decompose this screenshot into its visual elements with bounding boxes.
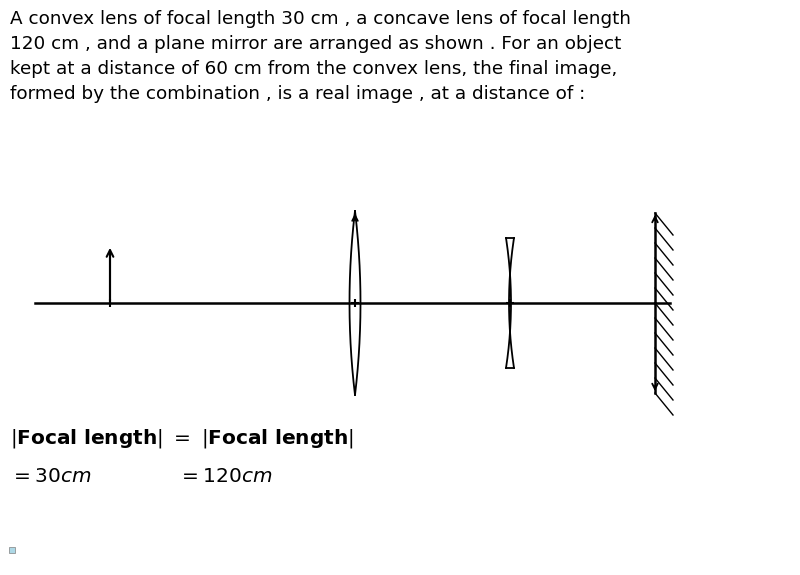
Text: $= 120cm$: $= 120cm$ — [178, 467, 273, 486]
Text: $|\mathbf{Focal\ length}|\ =\ |\mathbf{Focal\ length}|$: $|\mathbf{Focal\ length}|\ =\ |\mathbf{F… — [10, 427, 354, 450]
Text: A convex lens of focal length 30 cm , a concave lens of focal length
120 cm , an: A convex lens of focal length 30 cm , a … — [10, 10, 631, 103]
Text: $= 30cm$: $= 30cm$ — [10, 467, 92, 486]
